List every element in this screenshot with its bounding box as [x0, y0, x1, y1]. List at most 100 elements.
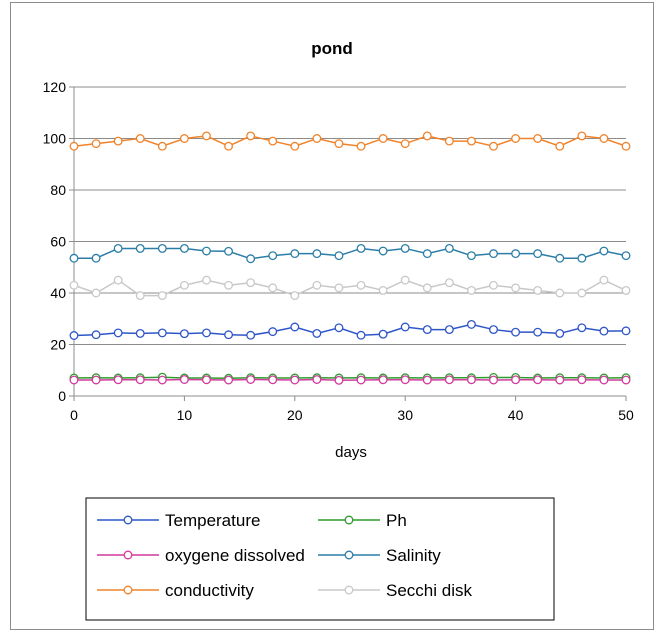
data-point	[179, 134, 189, 143]
data-point	[444, 375, 454, 385]
series-line	[74, 378, 626, 382]
data-point	[135, 328, 145, 338]
chart-title: pond	[311, 39, 353, 58]
data-point	[533, 375, 543, 385]
data-point	[533, 249, 543, 259]
legend-item: Secchi disk	[318, 581, 472, 600]
series-oxygene-dissolved	[69, 375, 631, 385]
data-point	[202, 275, 211, 285]
data-point	[356, 141, 366, 151]
y-tick-label: 60	[50, 234, 66, 250]
data-point	[489, 249, 498, 259]
data-point	[157, 141, 167, 151]
data-point	[113, 136, 123, 146]
data-point	[113, 328, 123, 338]
data-point	[621, 251, 631, 261]
x-tick-label: 20	[287, 407, 303, 423]
data-point	[179, 375, 189, 384]
data-point	[466, 285, 476, 295]
data-point	[312, 249, 322, 259]
data-point	[511, 327, 521, 337]
data-point	[268, 283, 278, 293]
data-point	[268, 251, 278, 261]
data-point	[621, 285, 631, 295]
data-point	[202, 246, 211, 256]
data-point	[179, 329, 189, 339]
grid-lines	[74, 86, 626, 345]
legend: Temperature Ph oxygene dissolved Salinity co…	[85, 497, 555, 621]
data-point	[378, 375, 388, 385]
data-point	[135, 375, 145, 385]
data-point	[511, 283, 521, 293]
x-tick-labels: 0 10 20 30 40 50	[70, 407, 634, 423]
data-point	[533, 327, 543, 337]
legend-label: Ph	[386, 511, 407, 530]
data-point	[135, 244, 145, 253]
x-tick-label: 30	[397, 407, 413, 423]
data-point	[290, 322, 300, 332]
series-temperature	[69, 319, 631, 340]
data-point	[312, 134, 322, 143]
data-point	[179, 280, 189, 290]
data-point	[202, 131, 211, 141]
legend-swatch-marker	[344, 515, 354, 525]
data-point	[290, 291, 300, 301]
data-point	[466, 375, 476, 385]
data-point	[246, 330, 256, 340]
data-point	[91, 288, 101, 298]
data-point	[400, 244, 410, 253]
series-secchi-disk	[69, 275, 631, 301]
legend-swatch-marker	[123, 550, 133, 560]
data-point	[334, 283, 344, 293]
legend-item: Salinity	[318, 546, 441, 565]
data-point	[356, 330, 366, 340]
series-line	[74, 247, 627, 260]
data-point	[356, 244, 366, 253]
data-point	[621, 141, 631, 151]
data-point	[378, 134, 388, 143]
data-point	[157, 244, 167, 253]
data-point	[378, 285, 388, 295]
axes	[69, 86, 627, 401]
data-point	[489, 280, 498, 290]
data-point	[599, 246, 609, 256]
data-point	[135, 291, 145, 301]
data-point	[599, 326, 609, 336]
data-point	[290, 249, 300, 259]
data-point	[312, 328, 322, 338]
series-group	[69, 131, 631, 385]
data-point	[577, 288, 587, 298]
data-point	[511, 375, 521, 385]
data-point	[422, 375, 432, 385]
data-point	[334, 139, 344, 149]
data-point	[69, 375, 79, 385]
data-point	[157, 375, 167, 385]
series-conductivity	[69, 131, 631, 151]
data-point	[312, 280, 322, 290]
series-line	[73, 376, 627, 379]
legend-item: Temperature	[97, 511, 260, 530]
series-line	[73, 323, 627, 337]
data-point	[378, 246, 388, 256]
data-point	[422, 283, 432, 293]
data-point	[202, 328, 211, 338]
data-point	[489, 141, 498, 151]
data-point	[466, 136, 476, 146]
legend-swatch-marker	[123, 585, 133, 595]
data-point	[621, 326, 631, 336]
y-tick-label: 120	[43, 79, 67, 95]
data-point	[246, 131, 256, 141]
legend-swatch-marker	[123, 515, 133, 525]
series-salinity	[69, 244, 631, 264]
data-point	[444, 244, 454, 253]
x-tick-label: 10	[177, 407, 193, 423]
data-point	[621, 375, 631, 385]
data-point	[91, 253, 101, 263]
data-point	[422, 249, 432, 259]
y-tick-label: 80	[50, 182, 66, 198]
data-point	[444, 136, 454, 146]
data-point	[356, 375, 366, 385]
data-point	[246, 278, 256, 288]
data-point	[224, 246, 234, 256]
